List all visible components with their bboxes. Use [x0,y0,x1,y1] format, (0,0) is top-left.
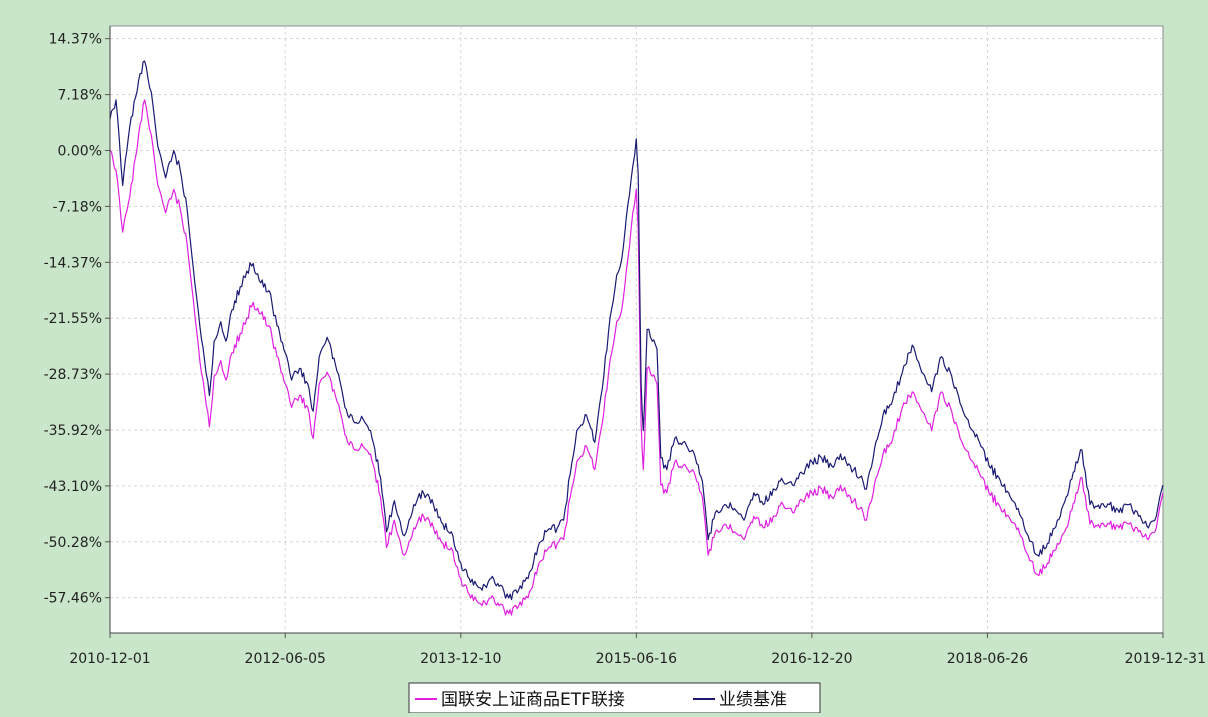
x-tick-label: 2018-06-26 [947,651,1028,667]
y-tick-label: 7.18% [58,88,102,104]
y-tick-label: 0.00% [58,144,102,160]
x-tick-label: 2019-12-31 [1125,651,1206,667]
x-tick-label: 2013-12-10 [420,651,501,667]
y-tick-label: -14.37% [44,255,102,271]
x-tick-label: 2016-12-20 [771,651,852,667]
y-tick-label: -21.55% [44,311,102,327]
x-tick-label: 2010-12-01 [69,651,150,667]
x-tick-label: 2015-06-16 [596,651,677,667]
y-tick-label: -7.18% [52,199,102,215]
y-tick-label: 14.37% [49,32,102,48]
legend: 国联安上证商品ETF联接 业绩基准 [409,683,820,713]
y-tick-label: -50.28% [44,535,102,551]
y-tick-label: -35.92% [44,423,102,439]
x-tick-label: 2012-06-05 [245,651,326,667]
y-tick-label: -57.46% [44,591,102,607]
legend-label: 业绩基准 [719,690,787,710]
y-tick-label: -28.73% [44,367,102,383]
legend-label: 国联安上证商品ETF联接 [441,690,625,710]
y-tick-label: -43.10% [44,479,102,495]
